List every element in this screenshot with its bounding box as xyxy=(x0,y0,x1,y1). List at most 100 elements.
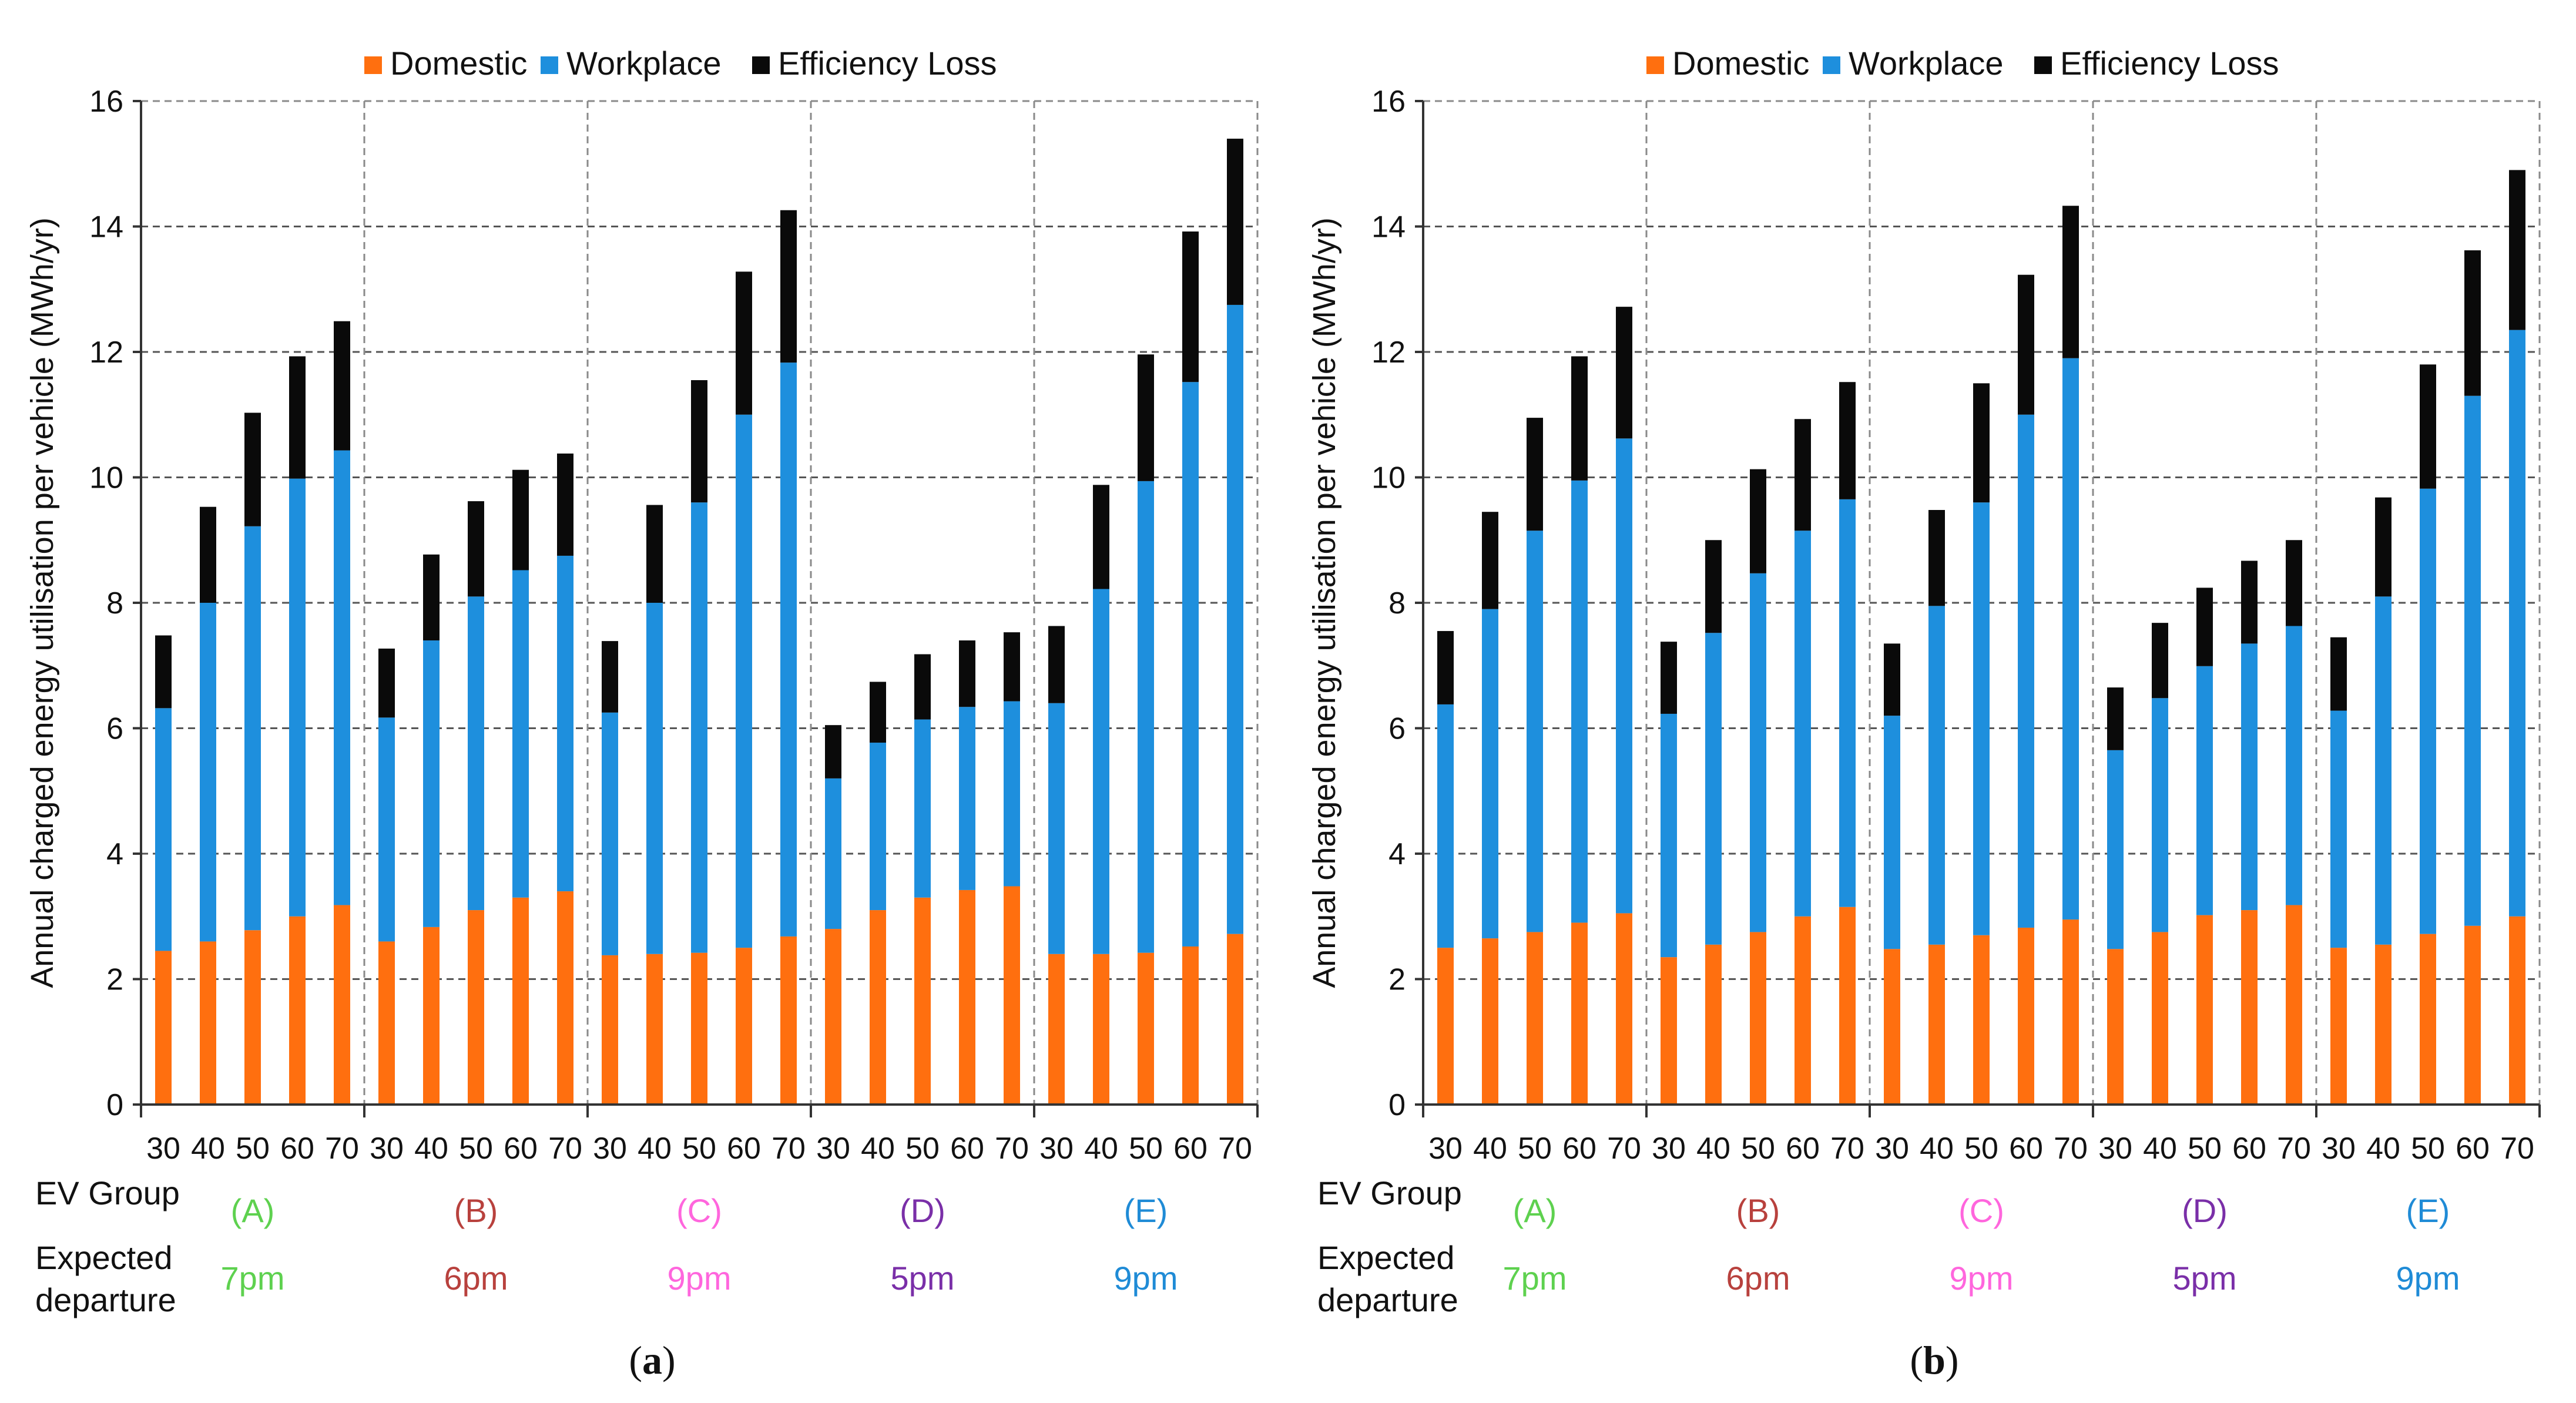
bar-workplace xyxy=(2018,414,2034,928)
bar-domestic xyxy=(1227,934,1243,1105)
bar-loss xyxy=(1616,307,1632,439)
bar-workplace xyxy=(2509,330,2525,917)
bar-domestic xyxy=(200,941,216,1105)
bar-workplace xyxy=(1437,704,1454,948)
bar-loss xyxy=(2018,274,2034,415)
caption-open-paren: ( xyxy=(629,1338,642,1382)
x-tick-label: 70 xyxy=(1830,1132,1864,1166)
y-tick-label: 14 xyxy=(89,210,123,244)
y-tick-label: 8 xyxy=(106,586,123,620)
x-tick-label: 30 xyxy=(370,1132,404,1166)
bar-workplace xyxy=(2464,395,2481,926)
bar-loss xyxy=(1048,626,1065,703)
bar-workplace xyxy=(1884,716,1900,949)
bar-workplace xyxy=(1839,499,1856,907)
x-tick-label: 30 xyxy=(146,1132,180,1166)
x-tick-label: 30 xyxy=(1875,1132,1909,1166)
x-tick-label: 50 xyxy=(1964,1132,1998,1166)
bar-loss xyxy=(1928,510,1945,606)
legend-swatch-loss xyxy=(752,56,770,74)
group-id-label: (D) xyxy=(900,1192,945,1229)
bar-workplace xyxy=(378,717,395,942)
departure-label: 6pm xyxy=(444,1260,508,1297)
bar-domestic xyxy=(289,916,306,1105)
x-tick-label: 60 xyxy=(1786,1132,1820,1166)
bar-loss xyxy=(244,412,261,526)
bar-domestic xyxy=(780,936,797,1105)
legend-swatch-workplace xyxy=(1823,56,1840,74)
bar-domestic xyxy=(1973,935,1990,1105)
x-tick-label: 40 xyxy=(861,1132,895,1166)
caption-open-paren: ( xyxy=(1910,1338,1923,1382)
bar-workplace xyxy=(959,707,975,890)
x-tick-label: 30 xyxy=(1039,1132,1074,1166)
bar-domestic xyxy=(1093,954,1109,1105)
bar-domestic xyxy=(2509,916,2525,1105)
bar-loss xyxy=(468,501,484,597)
bar-workplace xyxy=(1973,502,1990,935)
y-tick-label: 4 xyxy=(106,837,123,871)
bar-loss xyxy=(557,453,573,556)
bar-workplace xyxy=(2420,488,2436,934)
bar-domestic xyxy=(1928,944,1945,1105)
legend-label-loss: Efficiency Loss xyxy=(2060,45,2279,82)
bar-workplace xyxy=(155,708,172,951)
bar-domestic xyxy=(2286,905,2302,1105)
x-tick-label: 50 xyxy=(905,1132,940,1166)
x-tick-label: 50 xyxy=(236,1132,270,1166)
x-tick-label: 60 xyxy=(1562,1132,1596,1166)
bar-loss xyxy=(780,210,797,363)
bar-loss xyxy=(1661,642,1677,714)
x-tick-label: 50 xyxy=(1518,1132,1552,1166)
bar-loss xyxy=(691,380,707,503)
bar-workplace xyxy=(691,502,707,953)
bar-domestic xyxy=(334,905,350,1105)
bar-loss xyxy=(870,682,886,743)
bar-domestic xyxy=(602,955,618,1105)
y-tick-label: 14 xyxy=(1371,210,1406,244)
bar-workplace xyxy=(602,712,618,955)
y-tick-label: 8 xyxy=(1388,586,1406,620)
bar-workplace xyxy=(1527,531,1543,932)
bar-domestic xyxy=(512,897,529,1105)
bar-loss xyxy=(2420,364,2436,489)
bar-domestic xyxy=(2018,927,2034,1105)
ev-group-label: EV Group xyxy=(35,1174,180,1211)
bar-workplace xyxy=(1482,609,1498,939)
bar-loss xyxy=(825,725,841,778)
bar-domestic xyxy=(1795,916,1811,1105)
expected-label-line2: departure xyxy=(35,1281,176,1318)
bar-workplace xyxy=(1182,382,1199,946)
panel-caption: (a) xyxy=(629,1338,675,1382)
bar-domestic xyxy=(1004,886,1020,1105)
legend-swatch-domestic xyxy=(364,56,382,74)
group-id-label: (C) xyxy=(1958,1192,2004,1229)
bar-loss xyxy=(1182,231,1199,382)
bar-loss xyxy=(2286,540,2302,626)
bar-loss xyxy=(289,356,306,479)
bar-workplace xyxy=(557,555,573,892)
bar-workplace xyxy=(1750,573,1766,932)
bar-workplace xyxy=(914,719,931,898)
bar-workplace xyxy=(1093,589,1109,954)
bar-loss xyxy=(1527,418,1543,531)
y-tick-label: 6 xyxy=(1388,712,1406,746)
bar-workplace xyxy=(1616,438,1632,914)
bar-domestic xyxy=(1884,949,1900,1105)
bar-workplace xyxy=(334,450,350,905)
bar-workplace xyxy=(1795,531,1811,917)
y-tick-label: 0 xyxy=(1388,1088,1406,1122)
x-tick-label: 50 xyxy=(459,1132,493,1166)
bar-workplace xyxy=(468,596,484,911)
legend-swatch-loss xyxy=(2034,56,2052,74)
bar-workplace xyxy=(1004,701,1020,887)
bar-loss xyxy=(1004,632,1020,702)
x-tick-label: 70 xyxy=(2500,1132,2534,1166)
bar-workplace xyxy=(289,478,306,917)
x-tick-label: 40 xyxy=(1920,1132,1954,1166)
bar-loss xyxy=(1973,383,1990,503)
x-tick-label: 70 xyxy=(2277,1132,2311,1166)
departure-label: 6pm xyxy=(1726,1260,1790,1297)
expected-label-line1: Expected xyxy=(35,1239,173,1276)
legend-label-loss: Efficiency Loss xyxy=(778,45,997,82)
